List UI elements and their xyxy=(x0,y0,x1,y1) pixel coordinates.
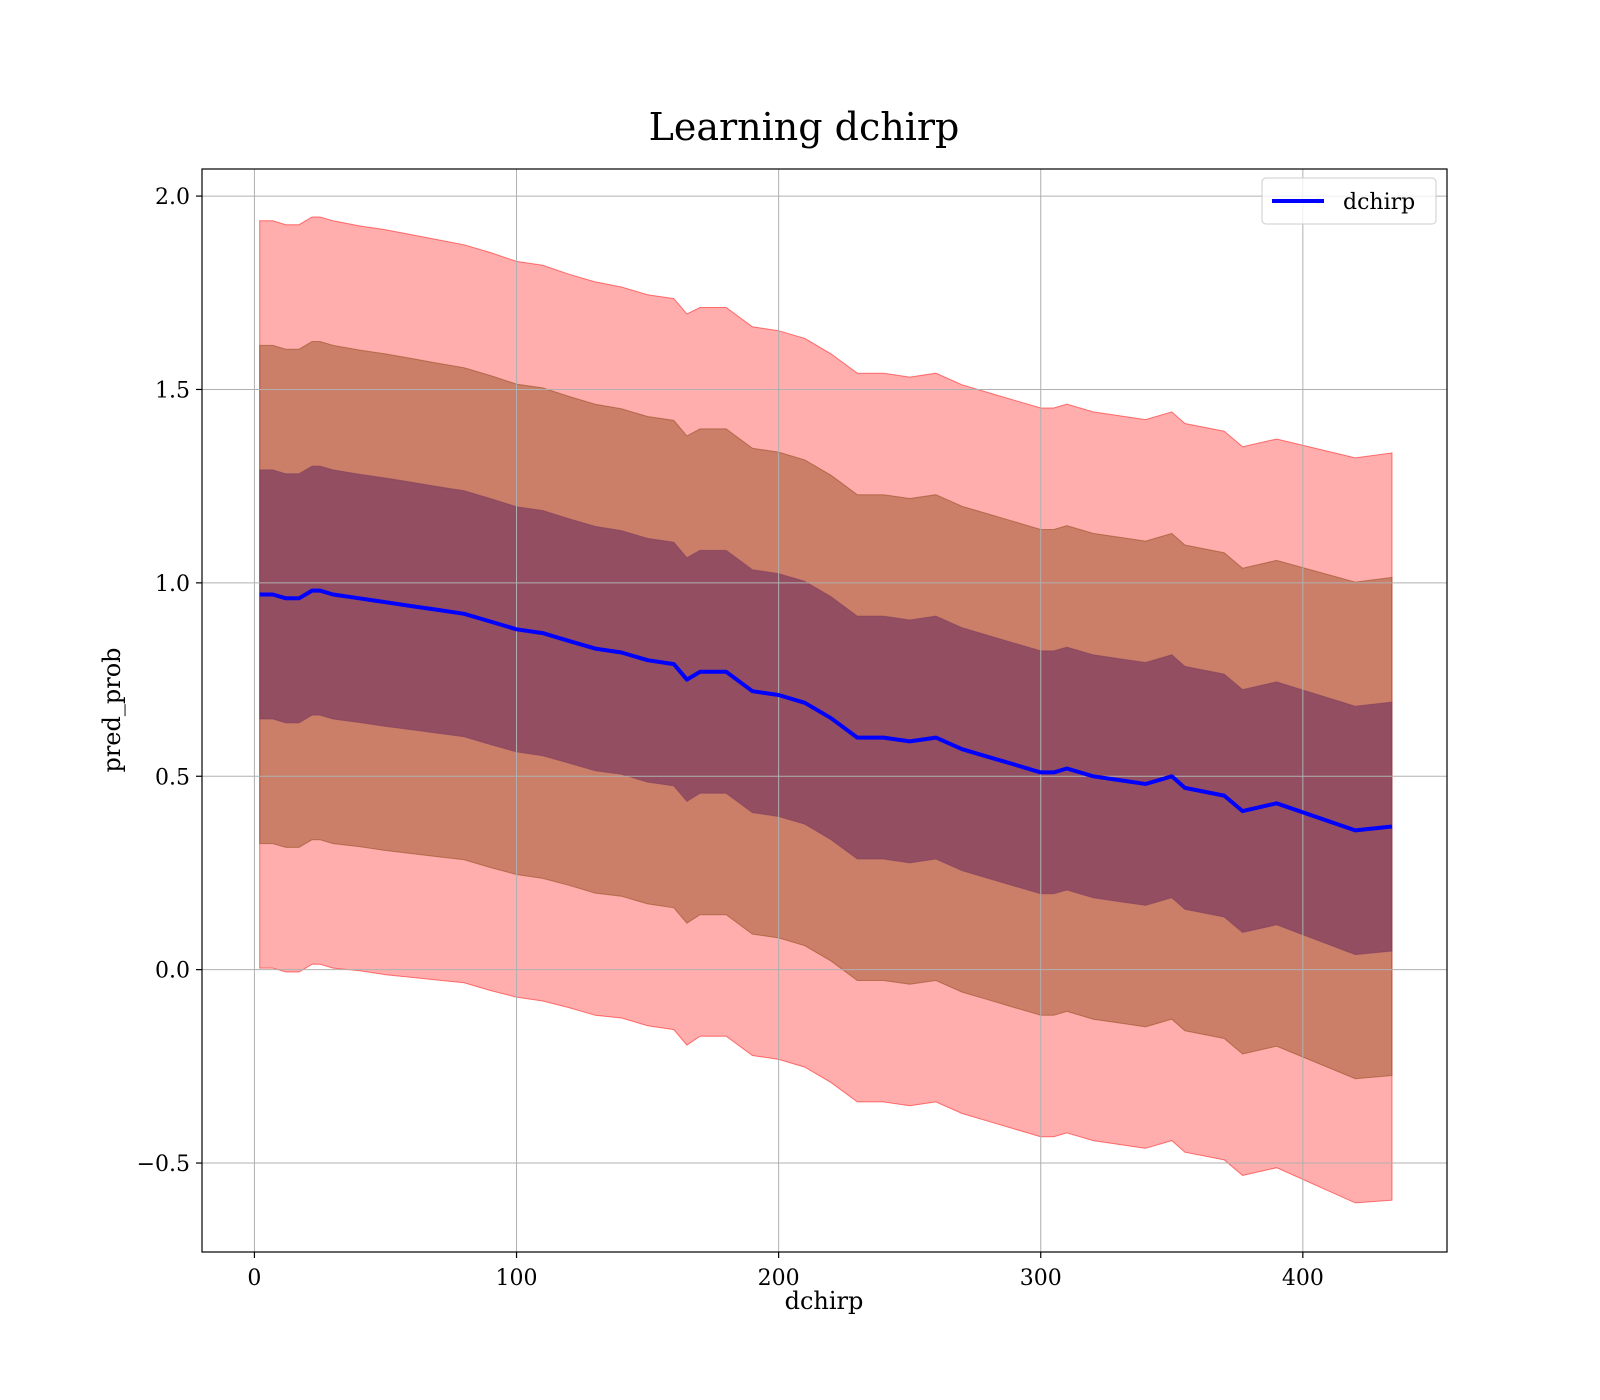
x-tick-label: 300 xyxy=(1020,1266,1062,1291)
band-1-sigma xyxy=(259,465,1393,956)
legend-label-dchirp: dchirp xyxy=(1343,190,1415,215)
y-axis-label: pred_prob xyxy=(98,647,126,772)
grid-lines xyxy=(202,169,1447,1252)
legend-box xyxy=(1261,177,1437,225)
x-tick-label: 200 xyxy=(758,1266,800,1291)
plot-area xyxy=(202,169,1447,1252)
x-axis-ticks: 0 100 200 300 400 xyxy=(247,1252,1324,1291)
x-axis-label: dchirp xyxy=(785,1287,864,1315)
confidence-bands xyxy=(259,216,1393,1204)
y-tick-label: 1.0 xyxy=(155,572,190,597)
plot-frame xyxy=(201,168,1448,1253)
legend: dchirp xyxy=(1261,177,1437,225)
chart-title: Learning dchirp xyxy=(649,105,960,149)
y-tick-label: 2.0 xyxy=(155,185,190,210)
y-tick-label: 0.5 xyxy=(155,765,190,790)
y-axis-ticks: −0.5 0.0 0.5 1.0 1.5 2.0 xyxy=(137,185,202,1177)
y-tick-label: 1.5 xyxy=(155,378,190,403)
y-tick-label: 0.0 xyxy=(155,959,190,984)
x-tick-label: 0 xyxy=(247,1266,261,1291)
y-tick-label: −0.5 xyxy=(137,1152,190,1177)
x-tick-label: 400 xyxy=(1282,1266,1324,1291)
x-tick-label: 100 xyxy=(496,1266,538,1291)
series-line-dchirp xyxy=(259,588,1393,833)
